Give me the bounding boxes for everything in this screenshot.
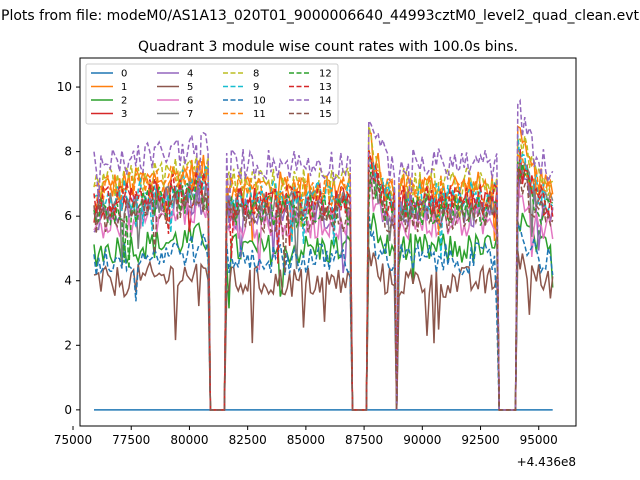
x-tick-label: 87500 bbox=[345, 433, 383, 447]
legend-label: 3 bbox=[121, 109, 127, 120]
x-tick-label: 82500 bbox=[229, 433, 267, 447]
legend-label: 11 bbox=[253, 109, 266, 120]
legend-label: 9 bbox=[253, 82, 259, 93]
legend-label: 12 bbox=[319, 69, 332, 80]
plot-lines bbox=[93, 98, 554, 411]
legend-label: 1 bbox=[121, 82, 127, 93]
series-line-15 bbox=[93, 168, 554, 411]
legend-label: 7 bbox=[187, 109, 193, 120]
series-line-8 bbox=[93, 125, 554, 411]
y-tick-label: 0 bbox=[64, 403, 72, 417]
x-axis: 75000 77500 80000 82500 85000 87500 90000 92500… bbox=[54, 426, 558, 447]
y-tick-label: 10 bbox=[57, 80, 72, 94]
legend-label: 8 bbox=[253, 69, 259, 80]
legend-label: 6 bbox=[187, 96, 193, 107]
y-tick-label: 8 bbox=[64, 145, 72, 159]
series-line-11 bbox=[93, 149, 554, 411]
legend-label: 13 bbox=[319, 82, 332, 93]
y-tick-label: 2 bbox=[64, 338, 72, 352]
legend-box bbox=[85, 63, 339, 125]
series-line-13 bbox=[93, 150, 554, 411]
y-tick-label: 4 bbox=[64, 274, 72, 288]
x-tick-label: 92500 bbox=[461, 433, 499, 447]
legend-label: 4 bbox=[187, 69, 193, 80]
x-tick-label: 95000 bbox=[520, 433, 558, 447]
axes-frame bbox=[79, 57, 577, 427]
legend-label: 10 bbox=[253, 96, 266, 107]
x-tick-label: 75000 bbox=[54, 433, 92, 447]
chart-title: Quadrant 3 module wise count rates with … bbox=[138, 39, 518, 55]
legend-label: 15 bbox=[319, 109, 332, 120]
legend-label: 0 bbox=[121, 69, 127, 80]
y-tick-label: 6 bbox=[64, 209, 72, 223]
legend-label: 14 bbox=[319, 96, 332, 107]
series-line-10 bbox=[93, 211, 554, 411]
legend-label: 5 bbox=[187, 82, 193, 93]
legend-label: 2 bbox=[121, 96, 127, 107]
x-tick-label: 77500 bbox=[112, 433, 150, 447]
figure-suptitle: Plots from file: modeM0/AS1A13_020T01_90… bbox=[1, 8, 639, 24]
x-offset-label: +4.436e8 bbox=[517, 455, 576, 469]
series-line-14 bbox=[93, 98, 554, 411]
x-tick-label: 90000 bbox=[403, 433, 441, 447]
x-tick-label: 80000 bbox=[170, 433, 208, 447]
series-line-2 bbox=[93, 212, 554, 411]
x-tick-label: 85000 bbox=[287, 433, 325, 447]
y-axis: 0 2 4 6 8 10 bbox=[57, 80, 80, 417]
series-line-5 bbox=[93, 247, 554, 411]
